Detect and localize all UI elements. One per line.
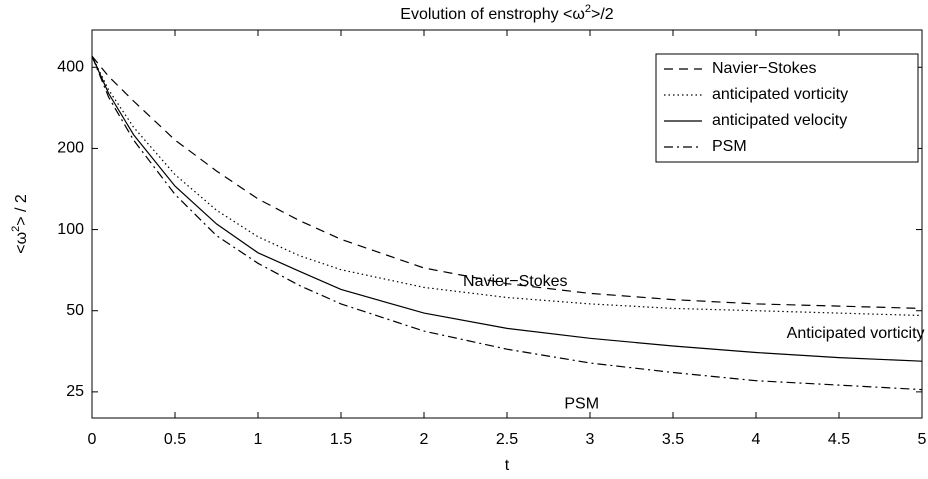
text-part: >/2 xyxy=(591,6,614,23)
series-line xyxy=(92,55,922,317)
y-tick-label: 200 xyxy=(57,140,84,157)
y-tick-label: 100 xyxy=(57,221,84,238)
x-tick-label: 2 xyxy=(420,431,429,448)
chart-title: Evolution of enstrophy <ω2>/2 xyxy=(400,3,614,23)
text-part: 2 xyxy=(585,3,591,15)
x-tick-label: 1 xyxy=(254,431,263,448)
x-tick-label: 2.5 xyxy=(496,431,518,448)
x-tick-label: 3 xyxy=(586,431,595,448)
x-tick-label: 5 xyxy=(918,431,927,448)
annotation: Anticipated vorticity xyxy=(787,325,925,342)
annotation: PSM xyxy=(564,395,599,412)
y-tick-label: 50 xyxy=(66,302,84,319)
legend-label: PSM xyxy=(712,138,747,155)
y-tick-label: 400 xyxy=(57,59,84,76)
legend-label: anticipated velocity xyxy=(712,112,847,129)
x-tick-label: 1.5 xyxy=(330,431,352,448)
y-axis-label: <ω2> / 2 xyxy=(10,194,30,254)
text-part: 2 xyxy=(10,226,22,232)
series-line xyxy=(92,55,922,309)
x-tick-label: 4 xyxy=(752,431,761,448)
legend-label: Navier−Stokes xyxy=(712,60,817,77)
y-tick-label: 25 xyxy=(66,383,84,400)
legend-box xyxy=(655,53,919,163)
legend-label: anticipated vorticity xyxy=(712,86,848,103)
annotation: Navier−Stokes xyxy=(463,273,568,290)
x-axis-label: t xyxy=(505,457,510,474)
series-line xyxy=(92,55,922,391)
text-part: > / 2 xyxy=(13,194,30,226)
x-tick-label: 0.5 xyxy=(164,431,186,448)
text-part: <ω xyxy=(13,232,30,254)
x-tick-label: 4.5 xyxy=(828,431,850,448)
x-tick-label: 3.5 xyxy=(662,431,684,448)
text-part: Evolution of enstrophy <ω xyxy=(400,6,585,23)
x-tick-label: 0 xyxy=(88,431,97,448)
series-line xyxy=(92,55,922,362)
